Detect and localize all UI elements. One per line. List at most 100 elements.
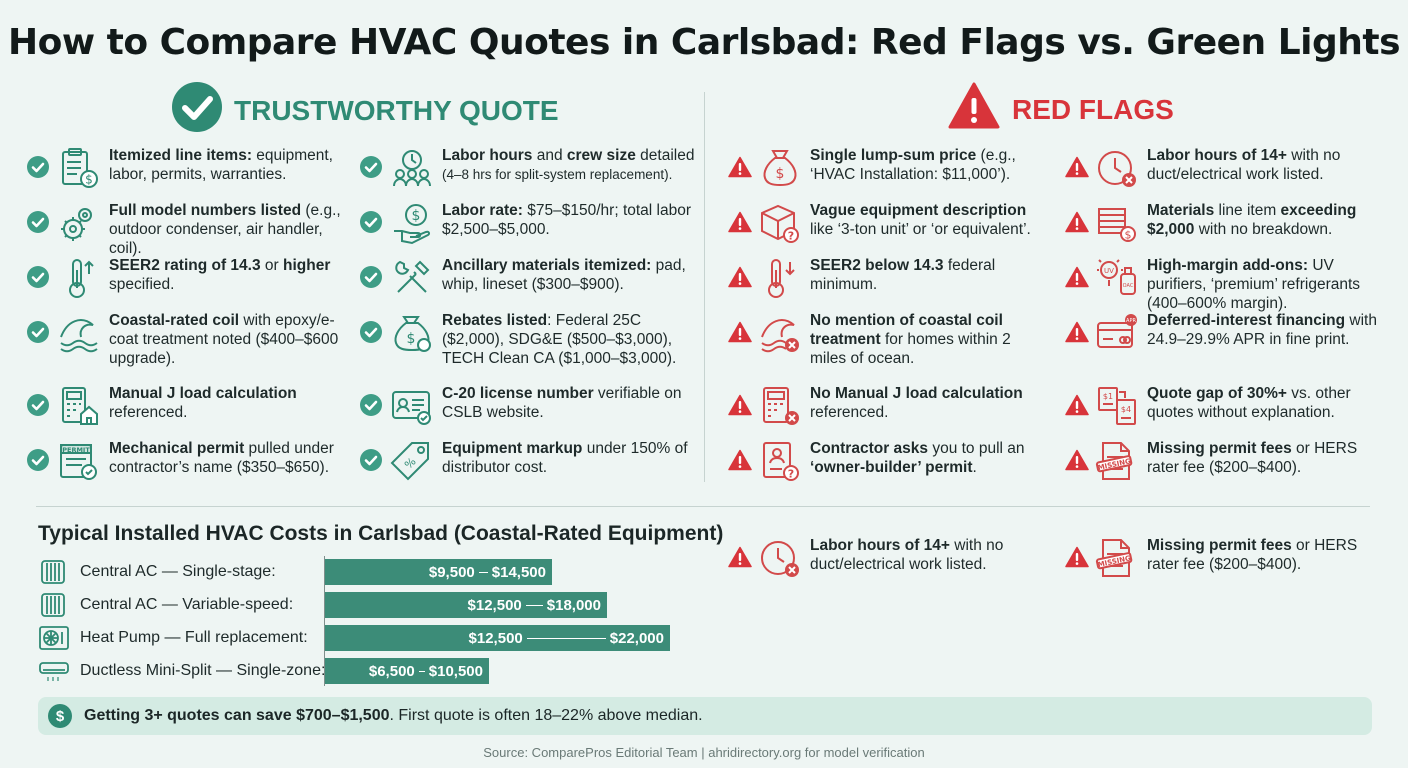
check-circle-icon	[360, 394, 382, 416]
document-question-icon: ?	[758, 439, 802, 483]
red-flag-item: ? Vague equipment description like ‘3-ton…	[728, 201, 1048, 245]
box-question-icon: ?	[758, 201, 802, 245]
red-flag-item: APR Deferred-interest financing with 24.9…	[1065, 311, 1385, 355]
red-flag-item: MISSING Missing permit fees or HERS rater…	[1065, 439, 1385, 483]
ac-unit-icon	[38, 558, 70, 586]
item-text: C-20 license number verifiable on CSLB w…	[442, 385, 682, 421]
item-text: Labor hours of 14+ with no duct/electric…	[810, 537, 1004, 573]
license-card-icon	[390, 384, 434, 428]
chart-axis	[324, 556, 325, 686]
page-title: How to Compare HVAC Quotes in Carlsbad: …	[7, 22, 1401, 63]
trustworthy-item: % Equipment markup under 150% of distribu…	[360, 439, 700, 483]
red-flags-heading-text: RED FLAGS	[1012, 93, 1174, 125]
range-line	[525, 604, 543, 606]
red-flag-item: ? Contractor asks you to pull an ‘owner-b…	[728, 439, 1048, 483]
range-line	[418, 670, 425, 672]
source-note: Source: ComparePros Editorial Team | ahr…	[483, 745, 925, 760]
cost-label: Heat Pump — Full replacement:	[80, 629, 308, 646]
trustworthy-item: C-20 license number verifiable on CSLB w…	[360, 384, 700, 428]
red-flag-item: UV OAC High-margin add-ons: UV purifiers, …	[1065, 256, 1385, 313]
red-flag-item: SEER2 below 14.3 federal minimum.	[728, 256, 1048, 300]
cost-row: Central AC — Single-stage:	[38, 558, 326, 586]
svg-text:$: $	[407, 331, 416, 347]
red-flag-item: No Manual J load calculation referenced.	[728, 384, 1048, 428]
cost-low-label: $6,500	[368, 662, 415, 680]
warning-icon	[1065, 156, 1089, 178]
trustworthy-item: $ Rebates listed: Federal 25C ($2,000), S…	[360, 311, 700, 368]
thermometer-down-icon	[758, 256, 802, 300]
cost-row: Central AC — Variable-speed:	[38, 591, 326, 619]
item-text: Missing permit fees or HERS rater fee ($…	[1147, 440, 1358, 476]
check-circle-icon	[360, 321, 382, 343]
item-text: Contractor asks you to pull an ‘owner-bu…	[810, 440, 1025, 476]
item-text: SEER2 below 14.3 federal minimum.	[810, 257, 996, 293]
permit-icon: PERMIT	[57, 439, 101, 483]
red-flag-item: Labor hours of 14+ with no duct/electric…	[1065, 146, 1385, 190]
cost-label: Ductless Mini-Split — Single-zone:	[80, 662, 326, 679]
cost-bar: $6,500 $10,500	[324, 658, 489, 684]
cost-high-label: $22,000	[609, 629, 664, 647]
svg-text:APR: APR	[1126, 318, 1136, 324]
item-text: Single lump-sum price (e.g., ‘HVAC Insta…	[810, 147, 1016, 183]
cost-label: Central AC — Variable-speed:	[80, 596, 294, 613]
column-divider	[704, 92, 705, 482]
svg-text:$1: $1	[1103, 392, 1113, 401]
item-text: High-margin add-ons: UV purifiers, ‘prem…	[1147, 257, 1361, 312]
check-circle-icon	[27, 156, 49, 178]
item-text: Manual J load calculation referenced.	[109, 385, 297, 421]
trustworthy-item: $ Labor rate: $75–$150/hr; total labor $2…	[360, 201, 700, 245]
cost-chart-title: Typical Installed HVAC Costs in Carlsbad…	[38, 522, 724, 545]
svg-text:PERMIT: PERMIT	[62, 446, 90, 454]
svg-text:$: $	[85, 173, 93, 187]
svg-text:$4: $4	[1121, 405, 1131, 414]
warning-icon	[1065, 546, 1089, 568]
item-text: Ancillary materials itemized: pad, whip,…	[442, 257, 686, 293]
warning-icon	[1065, 394, 1089, 416]
gears-icon	[57, 201, 101, 245]
check-circle-icon	[27, 266, 49, 288]
tools-icon	[390, 256, 434, 300]
hand-dollar-icon: $	[390, 201, 434, 245]
item-text: Labor hours of 14+ with no duct/electric…	[1147, 147, 1341, 183]
trustworthy-item: Manual J load calculation referenced.	[27, 384, 357, 428]
warning-triangle-icon	[948, 82, 1000, 137]
savings-tip-text: Getting 3+ quotes can save $700–$1,500. …	[84, 707, 703, 724]
item-text: Mechanical permit pulled under contracto…	[109, 440, 334, 476]
cost-high-label: $10,500	[428, 662, 483, 680]
wave-icon	[57, 311, 101, 355]
item-text: Itemized line items: equipment, labor, p…	[109, 147, 333, 183]
trustworthy-item: Ancillary materials itemized: pad, whip,…	[360, 256, 700, 300]
wave-x-icon	[758, 311, 802, 355]
check-circle-icon	[27, 394, 49, 416]
clock-x-icon	[1095, 146, 1139, 190]
item-text: Materials line item exceeding $2,000 wit…	[1147, 202, 1357, 238]
item-text: SEER2 rating of 14.3 or higher specified…	[109, 257, 331, 293]
trustworthy-heading-text: TRUSTWORTHY QUOTE	[234, 94, 559, 126]
item-text: Labor rate: $75–$150/hr; total labor $2,…	[442, 202, 692, 238]
warning-icon	[1065, 211, 1089, 233]
check-circle-icon	[360, 266, 382, 288]
heat-pump-icon	[38, 624, 70, 652]
range-line	[526, 637, 606, 639]
warning-icon	[728, 394, 752, 416]
warning-icon	[1065, 266, 1089, 288]
crew-clock-icon	[390, 146, 434, 190]
svg-text:$: $	[412, 208, 421, 224]
section-divider	[36, 506, 1370, 507]
warning-icon	[728, 211, 752, 233]
calculator-house-icon	[57, 384, 101, 428]
item-text: Missing permit fees or HERS rater fee ($…	[1147, 537, 1358, 573]
calculator-x-icon	[758, 384, 802, 428]
red-flag-item: $ Single lump-sum price (e.g., ‘HVAC Inst…	[728, 146, 1048, 190]
warning-icon	[728, 449, 752, 471]
warning-icon	[728, 266, 752, 288]
svg-text:?: ?	[788, 230, 794, 243]
credit-card-icon: APR	[1095, 311, 1139, 355]
trustworthy-heading: TRUSTWORTHY QUOTE	[172, 82, 559, 139]
savings-tip: $ Getting 3+ quotes can save $700–$1,500…	[38, 697, 1372, 735]
clock-x-icon	[758, 536, 802, 580]
red-flag-item: MISSING Missing permit fees or HERS rater…	[1065, 536, 1385, 580]
check-circle-icon	[360, 211, 382, 233]
trustworthy-item: $ Itemized line items: equipment, labor, …	[27, 146, 357, 190]
svg-text:$: $	[1125, 229, 1132, 242]
